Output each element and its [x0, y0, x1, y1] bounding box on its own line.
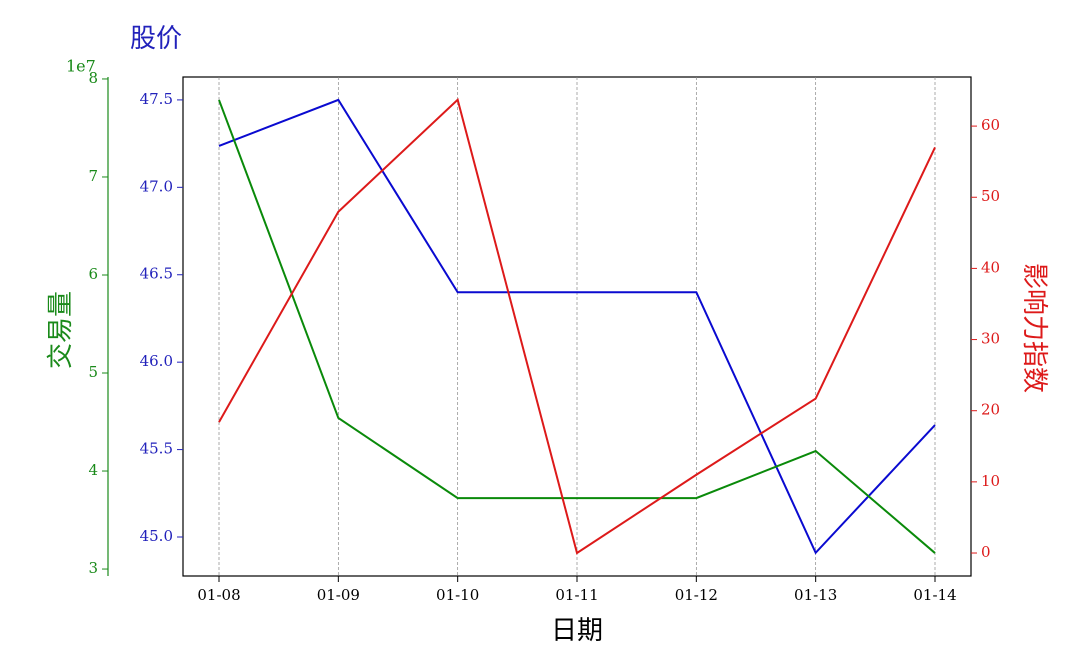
y3-tick-label: 4: [88, 461, 98, 479]
y3-tick-label: 6: [88, 265, 98, 283]
y3-axis-label: 交易量: [46, 291, 76, 369]
plot-frame: [182, 76, 972, 577]
y2-tick-label: 60: [981, 116, 1000, 134]
series-line: [218, 97, 936, 555]
y-tick-label: 46.0: [140, 352, 173, 370]
y2-tick-label: 10: [981, 472, 1000, 490]
y-tick-label: 46.5: [140, 265, 173, 283]
y3-tick-label: 3: [88, 559, 98, 577]
series-line: [218, 99, 936, 554]
y2-tick-label: 20: [981, 401, 1000, 419]
y2-tick-label: 30: [981, 330, 1000, 348]
x-tick-label: 01-13: [794, 586, 837, 604]
y3-offset-label: 1e7: [66, 57, 96, 76]
y-tick-label: 47.5: [140, 90, 173, 108]
y-tick-label: 45.0: [140, 527, 173, 545]
y3-tick-label: 5: [88, 363, 98, 381]
series-line: [218, 98, 936, 555]
y2-tick-label: 40: [981, 258, 1000, 276]
chart-title: 股价: [130, 24, 182, 54]
y3-tick-label: 7: [88, 167, 98, 185]
x-tick-label: 01-11: [555, 586, 598, 604]
x-tick-label: 01-08: [197, 586, 240, 604]
y3-tick-label: 8: [88, 69, 98, 87]
y2-tick-label: 50: [981, 187, 1000, 205]
y-tick-label: 45.5: [140, 440, 173, 458]
x-tick-label: 01-12: [675, 586, 718, 604]
y-tick-label: 47.0: [140, 177, 173, 195]
y2-axis-label: 影响力指数: [1019, 263, 1049, 393]
x-tick-label: 01-10: [436, 586, 479, 604]
x-axis-label: 日期: [551, 616, 603, 646]
x-tick-label: 01-09: [317, 586, 360, 604]
x-tick-label: 01-14: [913, 586, 956, 604]
y2-tick-label: 0: [981, 543, 991, 561]
